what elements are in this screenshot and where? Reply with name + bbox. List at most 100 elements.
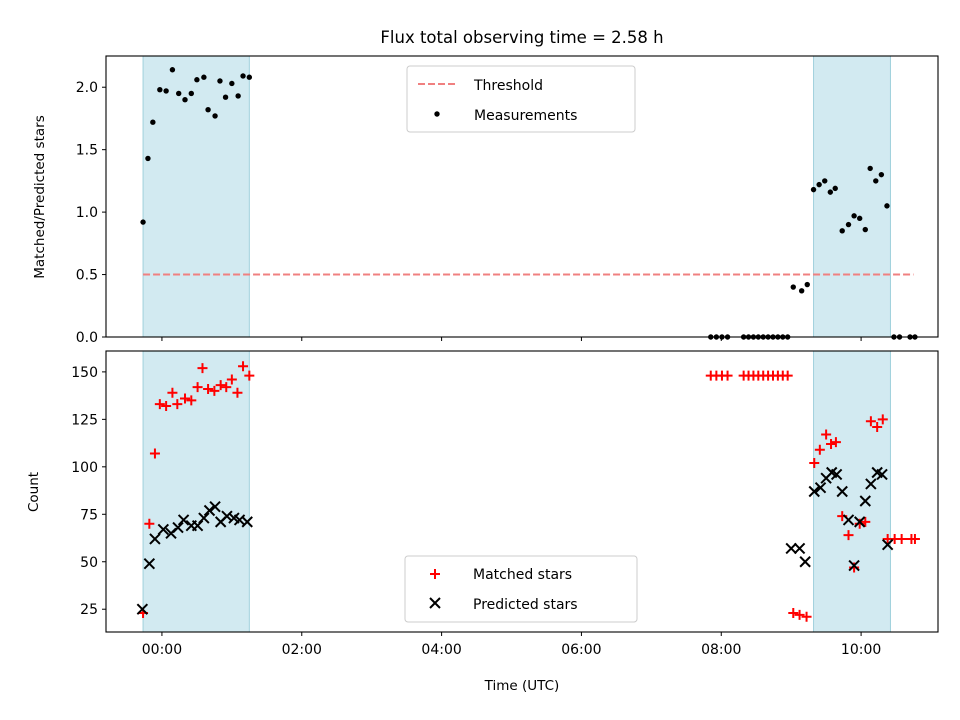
- matched-star-point: [896, 533, 907, 544]
- matched-star-point: [877, 414, 888, 425]
- predicted-star-point: [149, 533, 161, 545]
- x-tick-label: 02:00: [282, 642, 322, 658]
- y-tick-label: 1.0: [76, 205, 98, 221]
- matched-star-point: [821, 429, 832, 440]
- legend-box: [404, 555, 638, 623]
- shaded-interval: [813, 350, 891, 633]
- matched-star-point: [172, 399, 183, 410]
- predicted-star-point: [799, 556, 811, 568]
- predicted-star-point: [177, 514, 190, 526]
- matched-star-point: [221, 382, 232, 393]
- legend-predicted-swatch: [429, 597, 441, 609]
- predicted-star-point: [842, 514, 855, 526]
- matched-star-point: [909, 533, 920, 544]
- y-tick-label: 75: [80, 507, 98, 523]
- predicted-star-point: [859, 495, 871, 507]
- data-point: [176, 90, 182, 97]
- data-point: [873, 178, 879, 184]
- data-point: [790, 284, 796, 290]
- predicted-star-point: [203, 504, 216, 517]
- data-point: [205, 107, 211, 113]
- predicted-star-point: [830, 468, 843, 481]
- legend-measurements-swatch: [434, 111, 440, 117]
- data-point: [851, 213, 857, 219]
- data-point: [235, 93, 241, 99]
- y-tick-label: 150: [71, 365, 98, 381]
- shaded-interval: [142, 55, 250, 338]
- legend-matched-label: Matched stars: [473, 567, 572, 583]
- predicted-star-point: [848, 559, 860, 572]
- data-point: [140, 219, 146, 225]
- matched-star-point: [801, 611, 812, 622]
- predicted-star-point: [785, 542, 797, 555]
- predicted-star-point: [876, 468, 888, 481]
- data-point: [827, 189, 834, 195]
- predicted-star-point: [157, 523, 170, 536]
- y-tick-label: 0.0: [76, 330, 98, 346]
- ratio-ylabel: Matched/Predicted stars: [32, 115, 48, 278]
- count-panel: 25 50 75 100 125 150 00:00 02:00 04:00 06:00 08:00…: [71, 350, 939, 658]
- matched-star-point: [843, 530, 854, 541]
- matched-star-point: [167, 387, 178, 398]
- y-tick-label: 100: [71, 460, 98, 476]
- matched-star-point: [782, 370, 793, 381]
- ratio-panel: 0.0 0.5 1.0 1.5 2.0 Threshold Measurements: [76, 55, 939, 346]
- count-ylabel: Count: [26, 472, 42, 512]
- predicted-star-point: [172, 521, 184, 534]
- matched-star-point: [209, 385, 220, 396]
- data-point: [222, 94, 229, 100]
- matched-star-point: [226, 374, 237, 385]
- predicted-star-point: [221, 510, 233, 522]
- matched-star-point: [826, 439, 837, 450]
- legend-threshold-label: Threshold: [473, 78, 543, 94]
- predicted-star-point: [881, 538, 894, 551]
- matched-star-point: [192, 382, 203, 393]
- legend-box: [406, 65, 636, 133]
- predicted-star-point: [136, 603, 149, 615]
- matched-star-point: [849, 562, 860, 573]
- matched-star-point: [872, 421, 883, 432]
- predicted-star-point: [865, 478, 877, 490]
- data-point: [798, 288, 805, 294]
- data-point: [856, 215, 863, 222]
- data-point: [839, 228, 845, 234]
- matched-star-point: [860, 516, 871, 527]
- legend-predicted-label: Predicted stars: [473, 597, 578, 613]
- matched-star-point: [180, 393, 191, 404]
- data-point: [229, 80, 235, 87]
- predicted-star-point: [241, 516, 253, 528]
- y-tick-label: 2.0: [76, 80, 98, 96]
- x-tick-label: 08:00: [701, 642, 741, 658]
- data-point: [150, 119, 156, 125]
- data-point: [832, 185, 838, 192]
- data-point: [212, 113, 218, 119]
- matched-star-point: [149, 448, 160, 459]
- matched-star-point: [232, 387, 243, 398]
- y-tick-label: 125: [71, 412, 98, 428]
- y-tick-label: 50: [80, 555, 98, 571]
- data-point: [804, 281, 810, 288]
- matched-star-point: [197, 363, 208, 374]
- data-point: [169, 67, 176, 73]
- data-point: [822, 178, 828, 184]
- predicted-star-point: [808, 485, 820, 498]
- data-point: [163, 88, 169, 94]
- count-xlabel: Time (UTC): [484, 678, 560, 694]
- axes-frame: [105, 350, 939, 633]
- predicted-star-point: [143, 557, 156, 570]
- y-tick-label: 25: [80, 602, 98, 618]
- matched-star-point: [186, 395, 197, 406]
- data-point: [194, 77, 200, 83]
- matched-star-point: [794, 609, 805, 620]
- data-point: [246, 74, 253, 80]
- legend-matched-swatch: [430, 569, 440, 579]
- y-tick-label: 0.5: [76, 268, 98, 284]
- matched-star-point: [814, 444, 825, 455]
- matched-star-point: [144, 518, 155, 529]
- data-point: [867, 165, 873, 172]
- data-point: [884, 203, 890, 209]
- matched-star-point: [244, 370, 255, 381]
- x-tick-label: 06:00: [561, 642, 601, 658]
- matched-star-point: [238, 361, 249, 372]
- data-point: [201, 74, 207, 80]
